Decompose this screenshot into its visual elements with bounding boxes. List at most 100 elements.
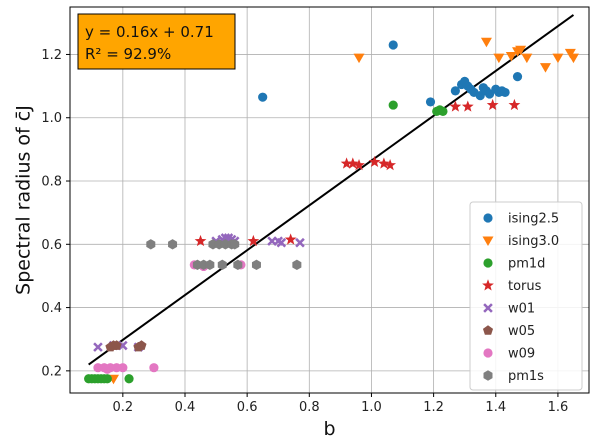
ising3.0-point [353, 53, 365, 64]
torus-point [384, 159, 396, 171]
legend-label: pm1d [508, 257, 545, 272]
legend-marker [482, 325, 494, 335]
w01-point [276, 237, 287, 248]
legend-marker [483, 348, 493, 358]
legend-box [469, 201, 583, 391]
legend-marker [483, 303, 493, 313]
ising2.5-point [388, 40, 398, 50]
ising2.5-point [450, 86, 460, 96]
pm1s-point [233, 259, 243, 271]
x-tick-label: 1.0 [361, 400, 382, 415]
x-tick-label: 1.2 [423, 400, 444, 415]
legend-label: ising2.5 [508, 212, 559, 227]
axis-ticks: 0.2 0.4 0.6 0.8 1.0 1.2 1.4 1.6 0.2 0.4 0.6 0.8 1.0 1… [41, 48, 568, 415]
ising2.5-point [258, 92, 268, 102]
y-tick-label: 1.2 [41, 48, 62, 63]
torus-point [368, 155, 381, 168]
legend-marker [483, 370, 493, 381]
ising3.0-point [505, 52, 517, 62]
x-tick-label: 0.6 [237, 400, 258, 415]
legend-entry-torus: torus [482, 279, 542, 294]
ising2.5-point [425, 97, 436, 107]
pm1d-point [102, 374, 112, 384]
torus-point [284, 233, 297, 245]
ising2.5-point [484, 89, 495, 99]
ising2.5-point [500, 87, 510, 98]
legend-label: w01 [508, 302, 535, 317]
x-axis-label: b [323, 418, 335, 440]
ising3.0-point [552, 53, 564, 64]
legend: ising2.5 ising3.0 pm1d torus w01 w05 w09 pm1s [469, 201, 583, 391]
series-pm1d [84, 100, 448, 384]
x-tick-label: 0.8 [299, 400, 320, 415]
pm1d-point [388, 100, 398, 110]
series-w01 [93, 233, 305, 352]
x-tick-label: 1.6 [548, 400, 569, 415]
pm1s-point [251, 259, 261, 271]
torus-point [194, 234, 207, 247]
y-tick-label: 0.8 [41, 175, 62, 190]
series-torus [194, 98, 521, 247]
plot-frame [69, 6, 590, 394]
x-tick-label: 0.4 [175, 400, 196, 415]
ising2.5-point [475, 90, 485, 101]
torus-point [377, 157, 390, 169]
legend-marker [482, 236, 494, 246]
y-tick-label: 0.6 [41, 238, 62, 253]
fit-annotation-box [77, 13, 236, 70]
pm1d-point [438, 106, 448, 117]
pm1s-point [217, 259, 227, 271]
ising3.0-point [480, 37, 492, 48]
w05-point [111, 340, 122, 350]
ising2.5-point [512, 72, 523, 82]
legend-label: w05 [508, 324, 535, 339]
pm1d-point [124, 374, 134, 384]
legend-entry-pm1s: pm1s [483, 369, 544, 384]
torus-point [346, 157, 359, 169]
fit-annotation: y = 0.16x + 0.71 R² = 92.9% [77, 13, 236, 70]
ising3.0-point [521, 53, 533, 64]
x-tick-label: 1.4 [485, 400, 506, 415]
legend-entry-ising3.0: ising3.0 [482, 234, 559, 249]
ising3.0-point [567, 53, 579, 64]
legend-entry-ising2.5: ising2.5 [483, 212, 559, 227]
legend-label: ising3.0 [508, 234, 559, 249]
legend-label: pm1s [508, 369, 544, 384]
w09-point [149, 363, 159, 373]
fit-line [88, 14, 575, 366]
legend-entry-w09: w09 [483, 347, 535, 362]
y-tick-label: 1.0 [41, 111, 62, 126]
pm1s-point [146, 239, 156, 250]
legend-entry-w01: w01 [483, 302, 535, 317]
y-tick-label: 0.4 [41, 301, 62, 316]
series-ising3.0 [108, 37, 579, 385]
x-tick-label: 0.2 [112, 400, 133, 415]
legend-entry-w05: w05 [482, 324, 535, 339]
ising3.0-point [539, 63, 551, 73]
legend-marker [482, 279, 494, 291]
pm1s-point [292, 259, 302, 271]
w01-point [93, 342, 103, 352]
pm1s-point [168, 239, 178, 250]
fit-line-layer [88, 14, 575, 366]
series-pm1s [146, 239, 302, 271]
pm1s-point [230, 239, 240, 250]
legend-label: torus [508, 279, 542, 294]
ising3.0-point [493, 53, 505, 64]
pm1s-point [205, 259, 215, 271]
w01-point [295, 237, 305, 248]
legend-marker [483, 258, 493, 268]
w09-point [118, 363, 128, 373]
y-tick-label: 0.2 [41, 364, 62, 379]
torus-point [486, 98, 499, 111]
legend-entry-pm1d: pm1d [483, 257, 545, 272]
series-w09 [93, 260, 246, 374]
torus-point [247, 234, 260, 247]
fit-r-squared: R² = 92.9% [85, 45, 171, 63]
y-axis-label: Spectral radius of c̄J [13, 105, 35, 295]
ising3.0-point [515, 45, 527, 56]
series-w05 [105, 340, 147, 352]
series-ising2.5 [258, 40, 523, 107]
torus-point [449, 100, 462, 112]
